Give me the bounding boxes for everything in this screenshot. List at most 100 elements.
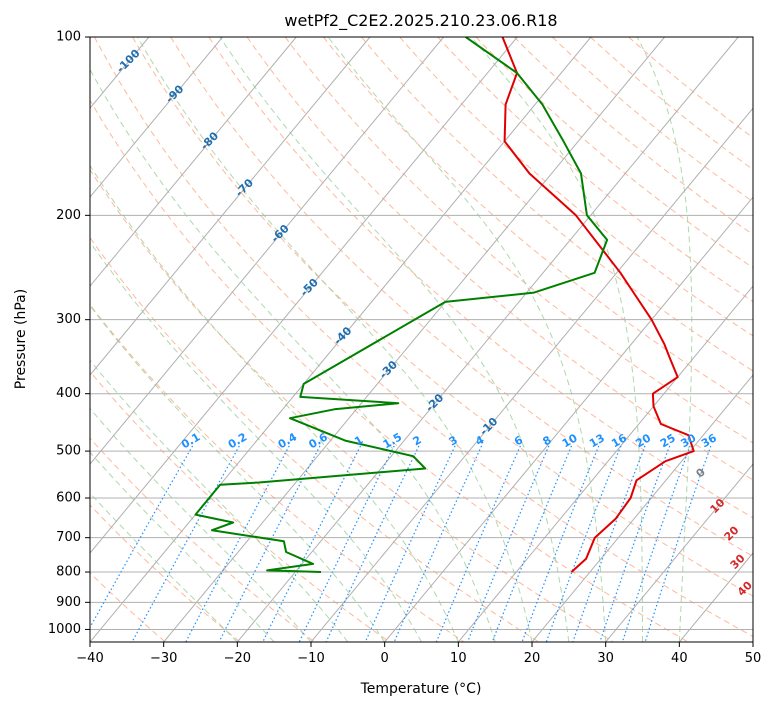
mixing-ratio-line — [491, 445, 573, 642]
mixing-ratio-label: 0.1 — [179, 430, 202, 451]
isotherm-line — [90, 37, 223, 198]
dry-adiabat-line — [90, 168, 614, 642]
isotherm-label: -10 — [477, 415, 500, 438]
dry-adiabat-line — [132, 37, 753, 597]
x-tick-label: −30 — [150, 651, 177, 666]
mixing-ratio-label: 16 — [609, 431, 629, 450]
dry-adiabat-line — [323, 37, 753, 408]
plot-frame — [89, 36, 754, 643]
mixing-ratio-line — [364, 445, 456, 642]
mixing-ratio-label: 0.4 — [276, 430, 300, 451]
x-tick-label: 50 — [745, 651, 762, 666]
mixing-ratio-line — [262, 445, 362, 642]
moist-adiabat-line — [90, 68, 496, 642]
moist-adiabat-line — [90, 359, 349, 642]
isotherm-line — [90, 37, 297, 287]
mixing-ratio-label: 1 — [352, 433, 365, 448]
moist-adiabat-line — [90, 451, 275, 642]
dry-adiabat-line — [170, 37, 753, 557]
chart-title: wetPf2_C2E2.2025.210.23.06.R18 — [284, 11, 557, 31]
isotherm-line — [90, 37, 518, 554]
isotherm-line — [90, 37, 371, 376]
isotherm-label: -40 — [331, 324, 354, 347]
isotherm-label: -70 — [233, 176, 256, 199]
y-tick-label: 100 — [56, 30, 81, 45]
moist-adiabat-line — [470, 37, 643, 642]
isotherm-line — [0, 37, 75, 642]
mixing-ratio-line — [131, 445, 240, 642]
mixing-ratio-label: 0.2 — [226, 430, 249, 451]
y-tick-label: 800 — [56, 565, 81, 580]
dry-adiabat-label: 20 — [722, 523, 742, 543]
mixing-ratio-line — [218, 445, 321, 642]
moist-adiabat-line — [90, 241, 422, 642]
mixing-ratio-line — [621, 445, 691, 642]
dry-adiabat-line — [437, 37, 753, 303]
y-tick-label: 300 — [56, 312, 81, 327]
dry-adiabat-line — [90, 99, 689, 642]
dry-adiabat-line — [90, 303, 465, 642]
mixing-ratio-label: 30 — [678, 431, 698, 450]
isotherm-line — [310, 107, 753, 642]
mixing-ratio-line — [90, 445, 194, 629]
isotherm-label: -30 — [377, 358, 400, 381]
mixing-ratio-line — [185, 445, 290, 642]
y-tick-label: 900 — [56, 595, 81, 610]
mixing-ratio-line — [599, 445, 671, 642]
isotherm-label: -50 — [298, 276, 321, 299]
dry-adiabat-line — [551, 37, 753, 203]
dry-adiabat-line — [90, 370, 390, 642]
dry-adiabat-label: 30 — [728, 552, 748, 572]
mixing-ratio-label: 20 — [633, 431, 653, 450]
dry-adiabat-line — [475, 37, 753, 269]
dry-adiabat-label: 0 — [694, 465, 709, 480]
moist-adiabat-line — [90, 492, 238, 642]
isotherm-label: -80 — [198, 129, 221, 152]
dry-adiabat-line — [361, 37, 753, 372]
x-tick-label: 0 — [381, 651, 389, 666]
isotherm-line — [457, 285, 753, 642]
temperature-profile — [501, 37, 695, 573]
y-axis-label: Pressure (hPa) — [13, 289, 29, 389]
dry-adiabat-line — [284, 37, 753, 444]
isotherm-label: -60 — [269, 222, 292, 245]
isotherm-line — [163, 37, 665, 642]
dry-adiabat-line — [513, 37, 753, 236]
dry-adiabat-line — [208, 37, 753, 519]
y-tick-label: 200 — [56, 208, 81, 223]
mixing-ratio-line — [644, 445, 712, 642]
moist-adiabat-line — [137, 37, 533, 642]
y-tick-label: 600 — [56, 491, 81, 506]
mixing-ratio-line — [325, 445, 420, 642]
mixing-ratio-label: 10 — [560, 431, 580, 450]
mixing-ratio-line — [572, 445, 646, 642]
x-axis-label: Temperature (°C) — [360, 681, 482, 697]
mixing-ratio-line — [545, 445, 622, 642]
mixing-ratio-label: 2 — [411, 433, 424, 448]
series-layer — [194, 37, 695, 573]
isotherm-line — [605, 463, 753, 642]
x-tick-label: −10 — [297, 651, 324, 666]
isotherm-line — [0, 37, 2, 642]
moist-adiabat-line — [219, 37, 570, 642]
grid-layer — [0, 37, 753, 642]
mixing-ratio-label: 13 — [587, 431, 607, 450]
dry-adiabat-line — [246, 37, 753, 481]
moist-adiabat-line — [636, 37, 693, 642]
dry-adiabat-line — [399, 37, 753, 337]
y-tick-label: 400 — [56, 386, 81, 401]
mixing-ratio-line — [466, 445, 550, 642]
isotherm-line — [90, 37, 592, 642]
x-tick-label: 10 — [450, 651, 467, 666]
isotherm-line — [678, 552, 753, 642]
isotherm-line — [752, 641, 753, 642]
y-tick-label: 1000 — [48, 622, 81, 637]
dry-adiabat-line — [90, 504, 241, 642]
isotherm-line — [236, 37, 739, 642]
mixing-ratio-label: 36 — [699, 431, 719, 450]
x-tick-label: 20 — [524, 651, 541, 666]
dry-adiabat-line — [590, 37, 753, 171]
isotherm-label: -100 — [114, 47, 143, 76]
isotherm-line — [531, 374, 753, 642]
